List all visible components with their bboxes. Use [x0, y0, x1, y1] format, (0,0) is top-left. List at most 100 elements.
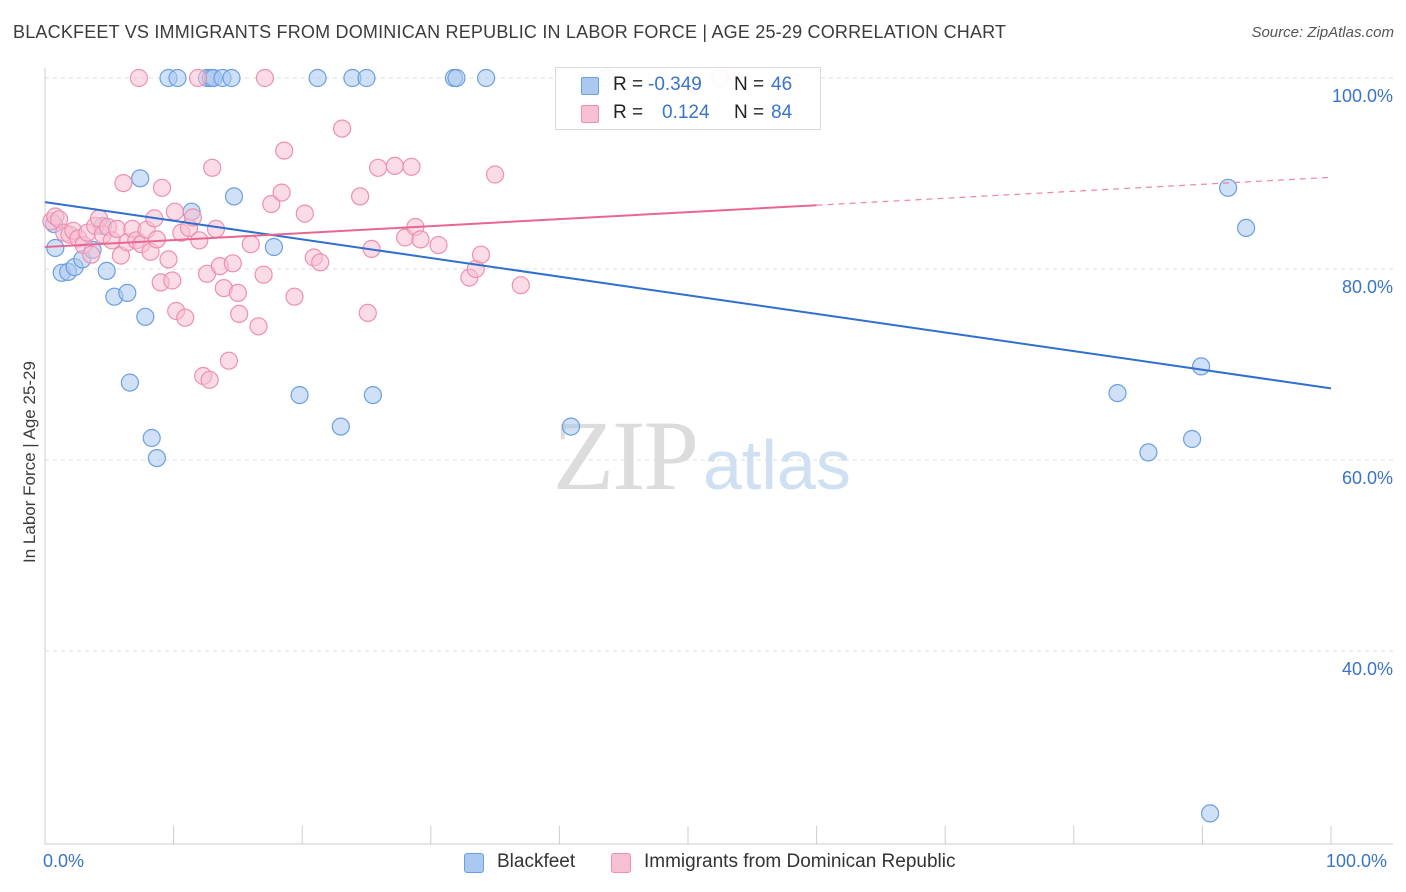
- legend-row-dominican: R = 0.124 N = 84: [556, 102, 822, 126]
- dominican-point: [188, 68, 208, 88]
- legend-n-value-dominican: 84: [771, 102, 793, 123]
- blackfeet-point: [1218, 178, 1238, 197]
- y-tick-label: 80.0%: [1341, 277, 1393, 297]
- blackfeet-point: [224, 187, 244, 206]
- dominican-point: [411, 230, 430, 249]
- legend-row-blackfeet: R = -0.349 N = 46: [556, 74, 822, 98]
- x-tick-label-max: 100.0%: [1326, 851, 1388, 871]
- dominican-legend-swatch: [611, 853, 631, 873]
- dominican-point: [82, 245, 101, 264]
- dominican-point: [254, 265, 273, 284]
- blackfeet-point: [357, 68, 376, 88]
- dominican-point: [351, 187, 370, 206]
- dominican-point: [219, 351, 238, 370]
- blackfeet-legend-swatch: [464, 853, 484, 873]
- legend-n-label: N =: [734, 102, 765, 123]
- blackfeet-point: [97, 261, 116, 280]
- legend-n-value-blackfeet: 46: [771, 74, 793, 95]
- blackfeet-point: [168, 68, 187, 88]
- dominican-trend-line: [44, 204, 817, 249]
- blackfeet-point: [131, 169, 150, 188]
- dominican-point: [295, 204, 314, 223]
- blackfeet-point: [1200, 804, 1220, 823]
- chart-title: BLACKFEET VS IMMIGRANTS FROM DOMINICAN R…: [13, 22, 1007, 42]
- blackfeet-point: [290, 386, 309, 405]
- dominican-point: [223, 254, 242, 273]
- dominican-point: [147, 230, 166, 249]
- dominican-point: [206, 219, 226, 238]
- blackfeet-point: [1108, 384, 1127, 403]
- watermark: ZIPatlas: [553, 405, 851, 506]
- blackfeet-trend-line: [44, 201, 1332, 390]
- x-tick-label-min: 0.0%: [43, 851, 85, 871]
- blackfeet-point: [363, 386, 382, 405]
- dominican-point: [203, 158, 222, 177]
- blackfeet-point: [118, 283, 137, 302]
- blackfeet-point: [308, 68, 327, 88]
- dominican-point: [152, 178, 172, 197]
- dominican-point: [358, 303, 377, 322]
- legend-r-label: R =: [613, 102, 644, 123]
- blackfeet-point: [222, 68, 241, 88]
- legend-r-value-dominican: 0.124: [662, 102, 710, 123]
- dominican-point: [471, 245, 491, 264]
- y-tick-label: 60.0%: [1341, 468, 1393, 488]
- dominican-point: [190, 231, 209, 250]
- dominican-swatch: [581, 105, 599, 123]
- source-label: Source: ZipAtlas.com: [1251, 24, 1394, 41]
- blackfeet-point: [264, 237, 283, 257]
- legend-n-label: N =: [734, 74, 765, 95]
- dominican-trend-line-extension: [816, 176, 1332, 206]
- dominican-point: [285, 287, 304, 306]
- blackfeet-point: [1182, 429, 1202, 449]
- dominican-point: [241, 235, 260, 254]
- watermark-atlas: atlas: [703, 426, 851, 504]
- blackfeet-point: [477, 68, 496, 88]
- y-axis-title: In Labor Force | Age 25-29: [20, 361, 39, 563]
- blackfeet-point: [136, 307, 155, 326]
- dominican-point: [272, 183, 291, 202]
- dominican-point: [369, 158, 388, 177]
- trend-lines: [44, 176, 1332, 390]
- correlation-legend: R = -0.349 N = 46 R = 0.124 N = 84: [555, 67, 821, 130]
- dominican-point: [311, 253, 330, 272]
- blackfeet-point: [142, 428, 161, 448]
- blackfeet-point: [1236, 218, 1256, 237]
- blackfeet-points: [44, 68, 1256, 823]
- blackfeet-point: [331, 417, 350, 436]
- dominican-point: [200, 370, 219, 389]
- dominican-point: [255, 68, 274, 88]
- dominican-legend-label: Immigrants from Dominican Republic: [644, 851, 956, 872]
- gridlines: [45, 77, 1393, 652]
- dominican-point: [262, 195, 281, 214]
- dominican-point: [333, 119, 352, 138]
- dominican-point: [176, 308, 195, 327]
- blackfeet-point: [1139, 443, 1158, 462]
- dominican-point: [165, 202, 184, 221]
- blackfeet-legend-label: Blackfeet: [497, 851, 576, 872]
- blackfeet-point: [561, 417, 581, 436]
- blackfeet-point: [46, 238, 65, 258]
- dominican-point: [163, 271, 182, 290]
- blackfeet-point: [120, 373, 139, 392]
- dominican-point: [429, 236, 448, 255]
- dominican-point: [228, 283, 247, 302]
- dominican-point: [249, 317, 268, 336]
- y-tick-label: 40.0%: [1341, 659, 1393, 679]
- dominican-point: [159, 250, 178, 269]
- legend-r-label: R =: [613, 74, 644, 95]
- dominican-point: [511, 276, 530, 295]
- dominican-point: [275, 141, 294, 160]
- dominican-point: [129, 68, 148, 88]
- dominican-point: [114, 174, 133, 193]
- dominican-point: [230, 304, 249, 323]
- dominican-point: [402, 157, 421, 176]
- blackfeet-point: [147, 449, 166, 468]
- dominican-point: [385, 156, 404, 175]
- axes: [44, 68, 1393, 845]
- blackfeet-point: [1191, 357, 1211, 376]
- legend-r-value-blackfeet: -0.349: [648, 74, 702, 95]
- dominican-point: [183, 208, 202, 227]
- y-tick-label: 100.0%: [1331, 86, 1393, 106]
